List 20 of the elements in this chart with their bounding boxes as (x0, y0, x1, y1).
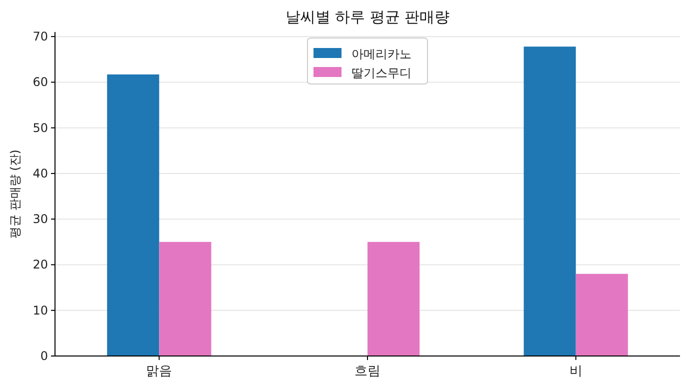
y-tick-label: 40 (32, 166, 48, 180)
y-axis-title: 평균 판매량 (잔) (8, 150, 22, 238)
y-tick-label: 60 (32, 75, 48, 90)
chart-title: 날씨별 하루 평균 판매량 (285, 8, 450, 26)
y-tick-label: 0 (40, 349, 48, 363)
legend-label: 딸기스무디 (352, 66, 412, 80)
x-tick-label: 비 (569, 364, 582, 379)
legend-label: 아메리카노 (352, 47, 412, 61)
y-tick-label: 30 (32, 212, 48, 226)
x-tick-label: 맑음 (146, 364, 172, 379)
bar (368, 242, 420, 356)
y-tick-label: 50 (32, 120, 48, 135)
bar (107, 74, 160, 356)
bar (524, 46, 576, 356)
bar (576, 274, 628, 356)
y-tick-label: 20 (32, 258, 48, 272)
bar (159, 242, 212, 356)
y-tick-label: 70 (32, 30, 48, 44)
y-tick-label: 10 (32, 303, 48, 318)
x-tick-label: 흐림 (354, 364, 380, 379)
